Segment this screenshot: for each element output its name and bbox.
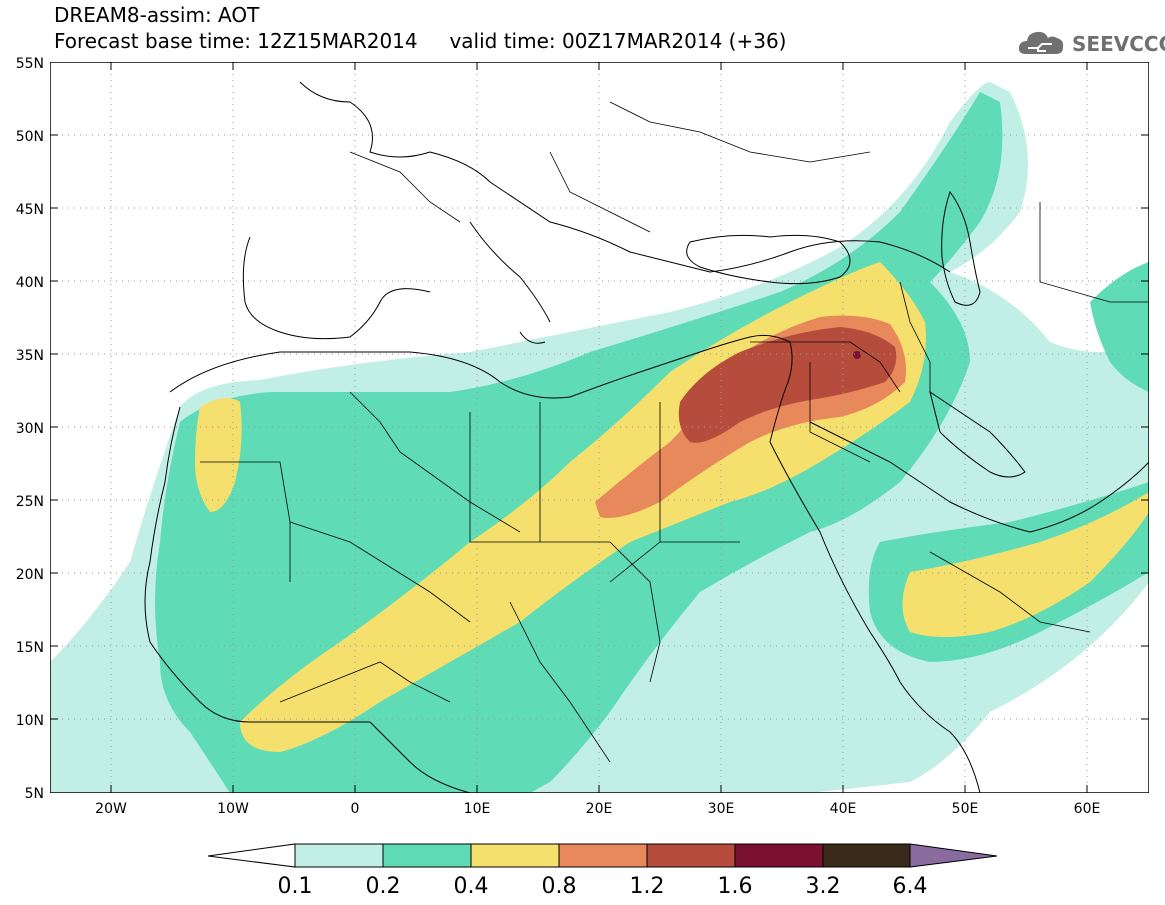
lat-label: 5N (25, 786, 44, 802)
lat-label: 40N (16, 275, 44, 291)
coast-iberia (242, 236, 431, 340)
colorbar-label: 3.2 (806, 874, 841, 899)
colorbar-swatch (294, 843, 384, 868)
lon-label: 10W (217, 801, 249, 817)
colorbar-label: 1.2 (630, 874, 665, 899)
aot-band-1.2 (678, 327, 897, 443)
seevccc-logo: SEEVCCC (1016, 24, 1165, 60)
lon-label: 20W (95, 801, 127, 817)
coast-horn-africa (899, 681, 981, 793)
colorbar-label: 0.8 (542, 874, 577, 899)
lon-label: 20E (586, 801, 613, 817)
lon-label: 50E (952, 801, 979, 817)
lat-label: 20N (16, 567, 44, 583)
lat-label: 30N (16, 421, 44, 437)
colorbar-label: 0.1 (278, 874, 313, 899)
colorbar-label: 6.4 (893, 874, 928, 899)
colorbar-swatch (382, 843, 472, 868)
colorbar-label: 1.6 (718, 874, 753, 899)
lon-label: 30E (708, 801, 735, 817)
lat-label: 45N (16, 202, 44, 218)
longitude-labels: 20W 10W 0 10E 20E 30E 40E 50E 60E (95, 801, 1100, 817)
colorbar-label: 0.2 (366, 874, 401, 899)
colorbar-swatch (470, 843, 560, 868)
coast-arabia (809, 421, 1149, 533)
coast-europe-north (299, 81, 951, 273)
coast-north-africa (169, 351, 701, 399)
latitude-labels: 55N 50N 45N 40N 35N 30N 25N 20N 15N 10N … (16, 56, 44, 802)
lon-label: 40E (830, 801, 857, 817)
aot-band-0.4-arabia (902, 492, 1149, 637)
aot-band-0.2-northeast (1090, 262, 1149, 392)
aot-map (50, 62, 1149, 793)
colorbar-labels: 0.1 0.2 0.4 0.8 1.2 1.6 3.2 6.4 (278, 874, 928, 899)
coast-red-sea (769, 441, 901, 683)
lat-label: 15N (16, 640, 44, 656)
logo-text: SEEVCCC (1072, 32, 1165, 56)
lat-label: 55N (16, 56, 44, 72)
colorbar-swatch (646, 843, 736, 868)
aot-contours (50, 82, 1149, 793)
base-time-label: Forecast base time: 12Z15MAR2014 (54, 29, 418, 53)
lat-label: 10N (16, 713, 44, 729)
colorbar (207, 843, 998, 868)
coast-persian-gulf (929, 390, 1026, 478)
colorbar-under-arrow (207, 843, 296, 868)
coastlines (144, 81, 1149, 793)
map-title: DREAM8-assim: AOT (54, 3, 260, 27)
lon-label: 10E (464, 801, 491, 817)
lat-label: 25N (16, 494, 44, 510)
colorbar-swatch (558, 843, 648, 868)
aot-band-1.6 (853, 351, 861, 359)
colorbar-swatch (734, 843, 824, 868)
country-borders (200, 101, 1149, 763)
lat-label: 50N (16, 129, 44, 145)
axis-ticks (50, 62, 1149, 793)
cloud-icon (1018, 31, 1064, 54)
colorbar-label: 0.4 (454, 874, 489, 899)
aot-band-0.2 (155, 92, 1003, 793)
coast-caspian (941, 190, 981, 306)
colorbar-over-arrow (909, 843, 998, 868)
coast-black-sea (686, 234, 851, 285)
forecast-times: Forecast base time: 12Z15MAR2014 valid t… (54, 30, 786, 52)
lon-label: 60E (1074, 801, 1101, 817)
colorbar-swatch (822, 843, 911, 868)
lon-label: 0 (351, 801, 360, 817)
coast-italy (469, 221, 551, 344)
coast-west-africa (144, 406, 370, 723)
valid-time-label: valid time: 00Z17MAR2014 (+36) (449, 29, 787, 53)
coast-gulf-guinea (369, 721, 471, 793)
lat-label: 35N (16, 348, 44, 364)
